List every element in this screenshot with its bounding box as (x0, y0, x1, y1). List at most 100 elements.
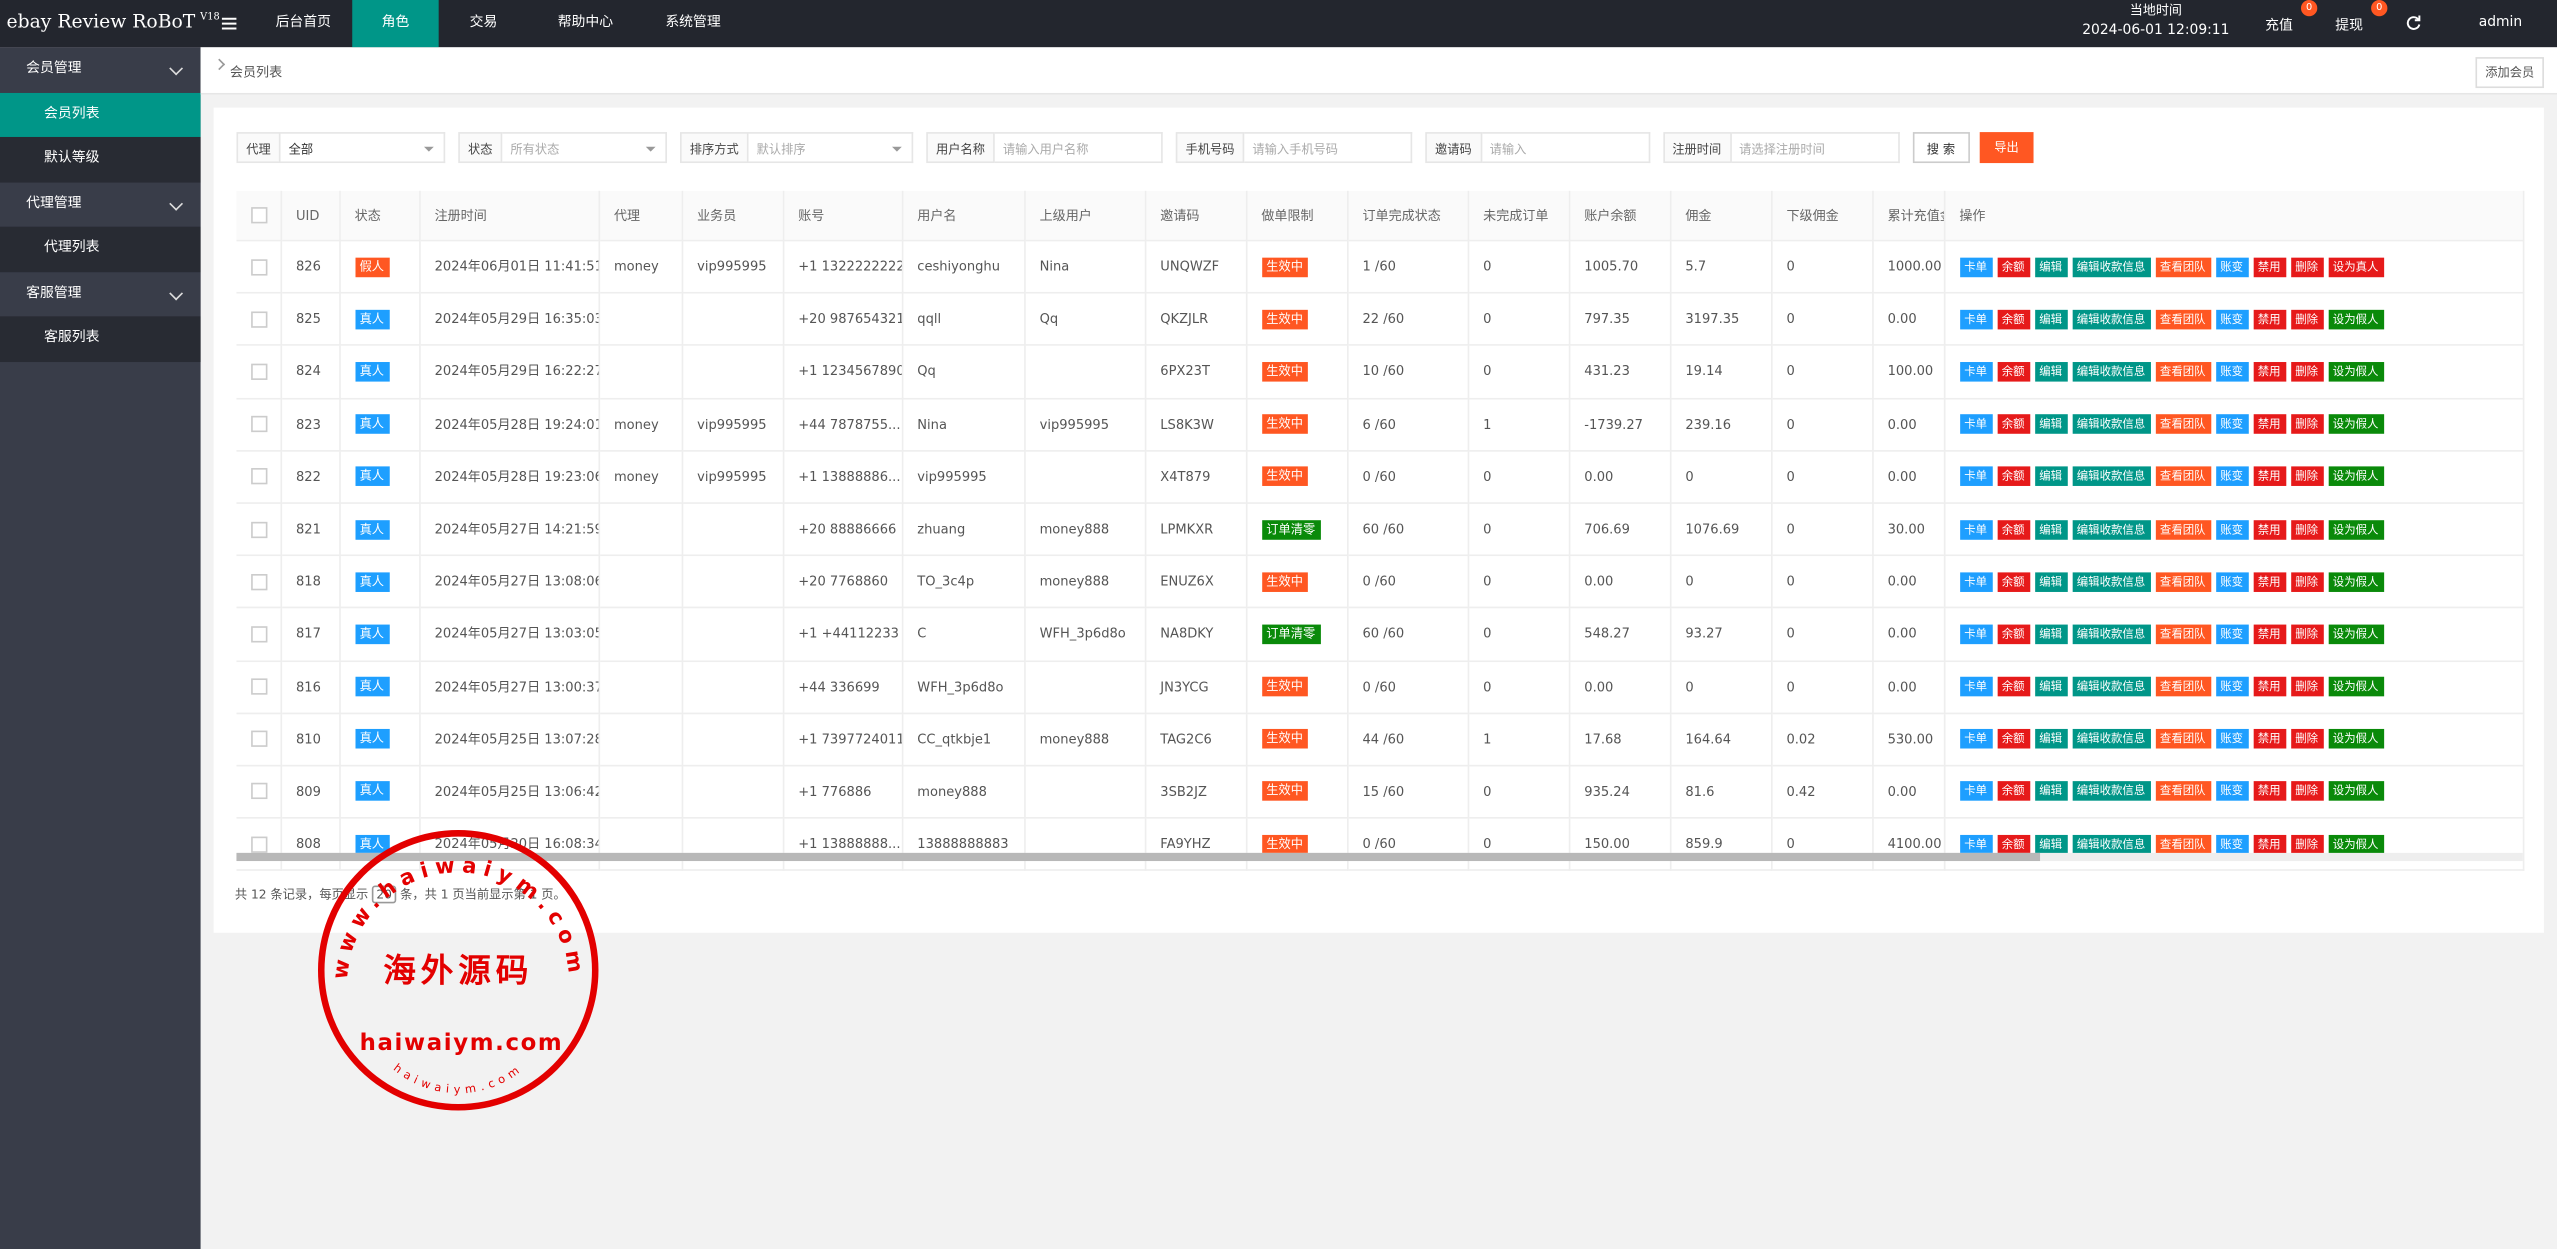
filter-input[interactable]: 全部 (280, 132, 446, 164)
action-button[interactable]: 账变 (2215, 729, 2248, 749)
menu-group[interactable]: 会员管理 (0, 47, 201, 93)
action-button[interactable]: 编辑 (2034, 676, 2067, 697)
nav-item[interactable]: 后台首页 (275, 14, 332, 31)
action-button[interactable]: 禁用 (2252, 309, 2286, 330)
action-button[interactable]: 查看团队 (2155, 361, 2211, 382)
filter-input[interactable]: 默认排序 (748, 132, 914, 164)
action-button[interactable]: 禁用 (2252, 519, 2286, 540)
action-button[interactable]: 账变 (2215, 571, 2248, 592)
action-button[interactable]: 编辑收款信息 (2071, 519, 2151, 540)
user-menu[interactable]: admin (2478, 14, 2523, 31)
action-button[interactable]: 编辑收款信息 (2071, 361, 2151, 382)
action-button[interactable]: 删除 (2290, 361, 2323, 382)
action-button[interactable]: 编辑收款信息 (2071, 309, 2151, 330)
menu-group[interactable]: 代理管理 (0, 181, 201, 227)
action-button[interactable]: 禁用 (2252, 361, 2286, 382)
action-button[interactable]: 卡单 (1959, 571, 1992, 592)
checkbox[interactable] (251, 363, 268, 380)
action-button[interactable]: 余额 (1996, 414, 2030, 435)
action-button[interactable]: 编辑 (2034, 414, 2067, 435)
search-button[interactable]: 搜 索 (1912, 132, 1970, 164)
toggle-button[interactable]: 设为假人 (2327, 781, 2384, 802)
nav-item[interactable]: 帮助中心 (557, 14, 614, 31)
export-button[interactable]: 导出 (1979, 132, 2034, 164)
toggle-button[interactable]: 设为假人 (2327, 624, 2384, 644)
action-button[interactable]: 卡单 (1959, 309, 1992, 330)
action-button[interactable]: 余额 (1996, 571, 2030, 592)
menu-item[interactable]: 客服列表 (0, 316, 201, 362)
action-button[interactable]: 编辑 (2034, 781, 2067, 802)
action-button[interactable]: 禁用 (2252, 729, 2286, 749)
checkbox[interactable] (251, 207, 268, 224)
action-button[interactable]: 删除 (2290, 571, 2323, 592)
action-button[interactable]: 编辑收款信息 (2071, 834, 2151, 854)
toggle-button[interactable]: 设为假人 (2327, 414, 2384, 435)
checkbox[interactable] (251, 573, 268, 590)
checkbox[interactable] (251, 678, 268, 695)
action-button[interactable]: 余额 (1996, 361, 2030, 382)
checkbox[interactable] (251, 626, 268, 643)
refresh-icon[interactable] (2405, 15, 2421, 31)
action-button[interactable]: 账变 (2215, 519, 2248, 540)
scroll-thumb[interactable] (236, 852, 2041, 862)
action-button[interactable]: 卡单 (1959, 676, 1992, 697)
checkbox[interactable] (251, 258, 268, 275)
nav-item[interactable]: 角色 (352, 0, 439, 48)
action-button[interactable]: 卡单 (1959, 781, 1992, 802)
action-button[interactable]: 账变 (2215, 414, 2248, 435)
action-button[interactable]: 查看团队 (2155, 834, 2211, 854)
action-button[interactable]: 余额 (1996, 256, 2030, 277)
action-button[interactable]: 编辑收款信息 (2071, 729, 2151, 749)
filter-input[interactable]: 所有状态 (502, 132, 667, 164)
action-button[interactable]: 查看团队 (2155, 256, 2211, 277)
checkbox[interactable] (251, 416, 268, 433)
action-button[interactable]: 查看团队 (2155, 466, 2211, 487)
action-button[interactable]: 删除 (2290, 309, 2323, 330)
action-button[interactable]: 删除 (2290, 519, 2323, 540)
action-button[interactable]: 编辑收款信息 (2071, 571, 2151, 592)
checkbox[interactable] (251, 311, 268, 328)
action-button[interactable]: 账变 (2215, 361, 2248, 382)
action-button[interactable]: 卡单 (1959, 361, 1992, 382)
menu-item[interactable]: 会员列表 (0, 92, 201, 137)
checkbox[interactable] (251, 783, 268, 800)
toggle-button[interactable]: 设为真人 (2327, 256, 2384, 277)
menu-icon[interactable] (221, 16, 237, 31)
filter-input[interactable]: 请输入手机号码 (1244, 132, 1413, 164)
add-member-button[interactable]: 添加会员 (2475, 57, 2544, 89)
toggle-button[interactable]: 设为假人 (2327, 309, 2384, 330)
action-button[interactable]: 禁用 (2252, 414, 2286, 435)
action-button[interactable]: 编辑 (2034, 466, 2067, 487)
action-button[interactable]: 编辑收款信息 (2071, 676, 2151, 697)
action-button[interactable]: 查看团队 (2155, 676, 2211, 697)
action-button[interactable]: 卡单 (1959, 414, 1992, 435)
toggle-button[interactable]: 设为假人 (2327, 571, 2384, 592)
action-button[interactable]: 查看团队 (2155, 729, 2211, 749)
action-button[interactable]: 查看团队 (2155, 519, 2211, 540)
action-button[interactable]: 禁用 (2252, 676, 2286, 697)
action-button[interactable]: 余额 (1996, 309, 2030, 330)
checkbox[interactable] (251, 731, 268, 748)
action-button[interactable]: 禁用 (2252, 624, 2286, 644)
action-button[interactable]: 查看团队 (2155, 571, 2211, 592)
action-button[interactable]: 删除 (2290, 466, 2323, 487)
action-button[interactable]: 编辑 (2034, 834, 2067, 854)
action-button[interactable]: 余额 (1996, 519, 2030, 540)
action-button[interactable]: 余额 (1996, 466, 2030, 487)
action-button[interactable]: 删除 (2290, 624, 2323, 644)
action-button[interactable]: 账变 (2215, 309, 2248, 330)
filter-input[interactable]: 请选择注册时间 (1731, 132, 1899, 164)
action-button[interactable]: 余额 (1996, 624, 2030, 644)
filter-input[interactable]: 请输入用户名称 (994, 132, 1163, 164)
action-button[interactable]: 删除 (2290, 256, 2323, 277)
toggle-button[interactable]: 设为假人 (2327, 729, 2384, 749)
toggle-button[interactable]: 设为假人 (2327, 361, 2384, 382)
action-button[interactable]: 编辑收款信息 (2071, 466, 2151, 487)
action-button[interactable]: 删除 (2290, 414, 2323, 435)
checkbox[interactable] (251, 836, 268, 853)
checkbox[interactable] (251, 521, 268, 538)
action-button[interactable]: 删除 (2290, 676, 2323, 697)
action-button[interactable]: 编辑 (2034, 361, 2067, 382)
menu-group[interactable]: 客服管理 (0, 271, 201, 317)
action-button[interactable]: 删除 (2290, 781, 2323, 802)
